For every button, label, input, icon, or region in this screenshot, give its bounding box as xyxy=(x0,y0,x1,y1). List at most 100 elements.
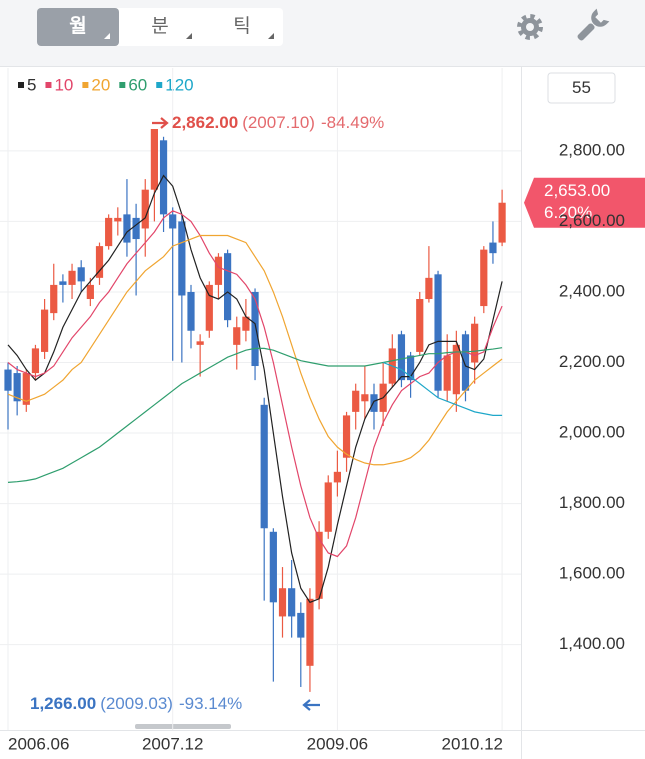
candle-body xyxy=(50,284,58,314)
tab[interactable]: 월 xyxy=(69,15,110,39)
candle-body xyxy=(251,291,259,367)
candle-body xyxy=(31,348,40,374)
low-annotation: 1,266.00 (2009.03) -93.14% xyxy=(30,694,242,713)
settings-icon[interactable] xyxy=(517,14,543,40)
candle-body xyxy=(269,531,277,603)
candle-body xyxy=(324,482,332,532)
candle-body xyxy=(233,327,241,345)
candle-body xyxy=(114,217,122,222)
high-change: -84.49% xyxy=(321,113,384,132)
candle-body xyxy=(480,249,488,307)
candle-body xyxy=(150,129,158,190)
candle-body xyxy=(361,394,369,402)
low-arrow xyxy=(302,699,320,711)
count-label[interactable]: 55 xyxy=(572,78,591,97)
tab-label[interactable]: 월 xyxy=(69,15,86,37)
tab[interactable]: 틱 xyxy=(233,15,274,39)
candle-body xyxy=(187,291,195,331)
wrench-head[interactable] xyxy=(587,8,610,31)
last-price-tag: 2,653.00 6.20% xyxy=(524,177,645,228)
candle-body xyxy=(333,471,341,483)
candle-body xyxy=(461,334,470,391)
tag-change: 6.20% xyxy=(544,203,592,222)
legend-label: 5 xyxy=(27,75,36,94)
candle-body xyxy=(169,214,177,229)
grid xyxy=(0,68,521,730)
ma-line xyxy=(382,361,503,416)
candle-body xyxy=(59,281,67,285)
low-change: -93.14% xyxy=(179,694,242,713)
tab-corner xyxy=(104,33,110,39)
legend-label: 60 xyxy=(128,75,147,94)
tab-active-bg xyxy=(37,8,119,46)
y-tick-label: 2,200.00 xyxy=(559,352,625,371)
y-tick-label: 2,400.00 xyxy=(559,281,625,300)
candle-body xyxy=(205,284,213,331)
low-date: (2009.03) xyxy=(100,694,173,713)
y-tick-label: 2,800.00 xyxy=(559,140,625,159)
candle-body xyxy=(397,334,406,381)
tab-label[interactable]: 틱 xyxy=(233,15,250,37)
candle-body xyxy=(214,256,223,285)
candle-body xyxy=(41,309,49,352)
candle-body xyxy=(22,373,30,405)
legend-marker xyxy=(119,82,126,88)
gear-teeth[interactable] xyxy=(517,14,543,40)
candle-body xyxy=(370,394,378,412)
high-price: 2,862.00 xyxy=(172,113,238,132)
ma-line xyxy=(7,174,503,604)
candle-body xyxy=(498,202,506,243)
candle-body xyxy=(297,612,305,638)
legend-marker xyxy=(18,82,24,88)
candle-body xyxy=(260,404,268,529)
candle-body xyxy=(105,217,113,247)
tools-icon[interactable] xyxy=(573,8,610,46)
candle-body xyxy=(4,369,12,391)
candle-body xyxy=(132,217,140,240)
wrench-handle[interactable] xyxy=(577,22,596,41)
y-tick-label: 2,000.00 xyxy=(559,423,625,442)
candle-body xyxy=(407,355,415,381)
candle-body xyxy=(123,214,131,243)
ma-line xyxy=(7,234,503,466)
legend-label: 120 xyxy=(165,75,193,94)
y-tick-label: 1,800.00 xyxy=(559,493,625,512)
legend-marker xyxy=(45,82,52,88)
tab[interactable]: 분 xyxy=(151,16,192,39)
tab-label[interactable]: 분 xyxy=(151,16,168,37)
x-tick-label: 2007.12 xyxy=(142,734,203,753)
high-date: (2007.10) xyxy=(242,113,315,132)
ma-line xyxy=(7,210,503,558)
plot xyxy=(4,129,506,692)
high-arrow xyxy=(152,117,169,129)
candle-body xyxy=(68,270,76,285)
tag-shape xyxy=(524,177,645,228)
count-box[interactable] xyxy=(547,72,616,104)
candle-body xyxy=(425,277,433,300)
scrollbar[interactable] xyxy=(135,724,231,729)
candle-body xyxy=(471,323,479,363)
y-tick-label: 2,600.00 xyxy=(559,211,625,230)
candle-body xyxy=(443,355,451,391)
candle-body xyxy=(77,267,85,282)
tab-corner xyxy=(186,33,192,39)
gear-hole[interactable] xyxy=(526,23,534,31)
x-tick-label: 2006.06 xyxy=(8,734,69,753)
candle-body xyxy=(278,588,287,617)
legend-marker xyxy=(82,82,89,88)
candle-body xyxy=(178,221,186,296)
candle-body xyxy=(306,598,314,666)
candle-body xyxy=(242,316,250,331)
candle-body xyxy=(315,531,323,599)
candle-body xyxy=(489,242,497,254)
candle-body xyxy=(452,344,460,395)
ma-line xyxy=(7,347,503,484)
candle-body xyxy=(13,373,21,402)
y-tick-label: 1,600.00 xyxy=(559,564,625,583)
tab-corner xyxy=(268,33,274,39)
candle-body xyxy=(86,284,94,300)
candle-body xyxy=(196,341,204,345)
candle-body xyxy=(141,189,149,229)
